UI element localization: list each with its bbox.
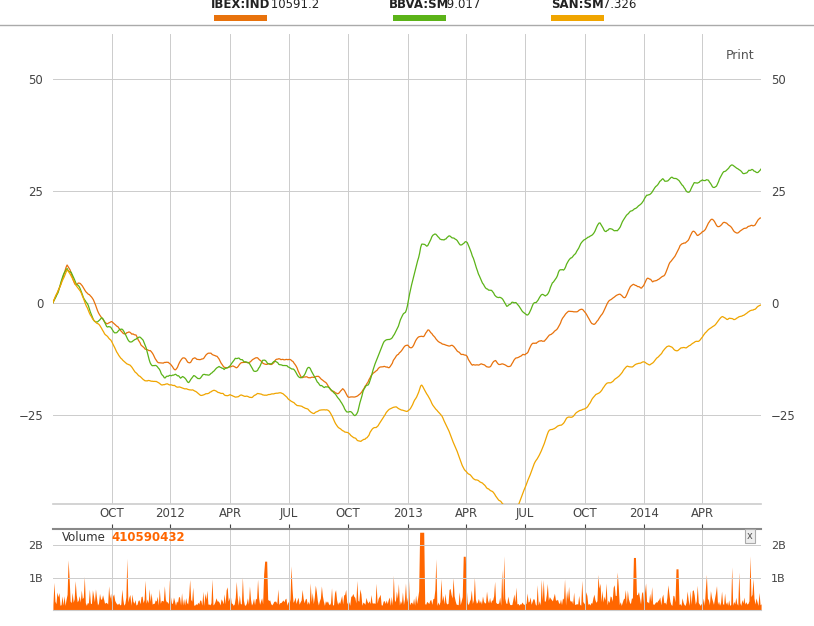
Text: 9.017: 9.017 bbox=[443, 0, 480, 11]
Text: Volume: Volume bbox=[61, 531, 105, 545]
Text: Print: Print bbox=[725, 49, 754, 61]
Text: 10591.2: 10591.2 bbox=[267, 0, 319, 11]
Text: 7.326: 7.326 bbox=[599, 0, 637, 11]
Text: 410590432: 410590432 bbox=[111, 531, 185, 545]
Text: IBEX:IND: IBEX:IND bbox=[211, 0, 269, 11]
Text: x: x bbox=[746, 531, 753, 541]
Text: BBVA:SM: BBVA:SM bbox=[389, 0, 449, 11]
Text: SAN:SM: SAN:SM bbox=[552, 0, 604, 11]
